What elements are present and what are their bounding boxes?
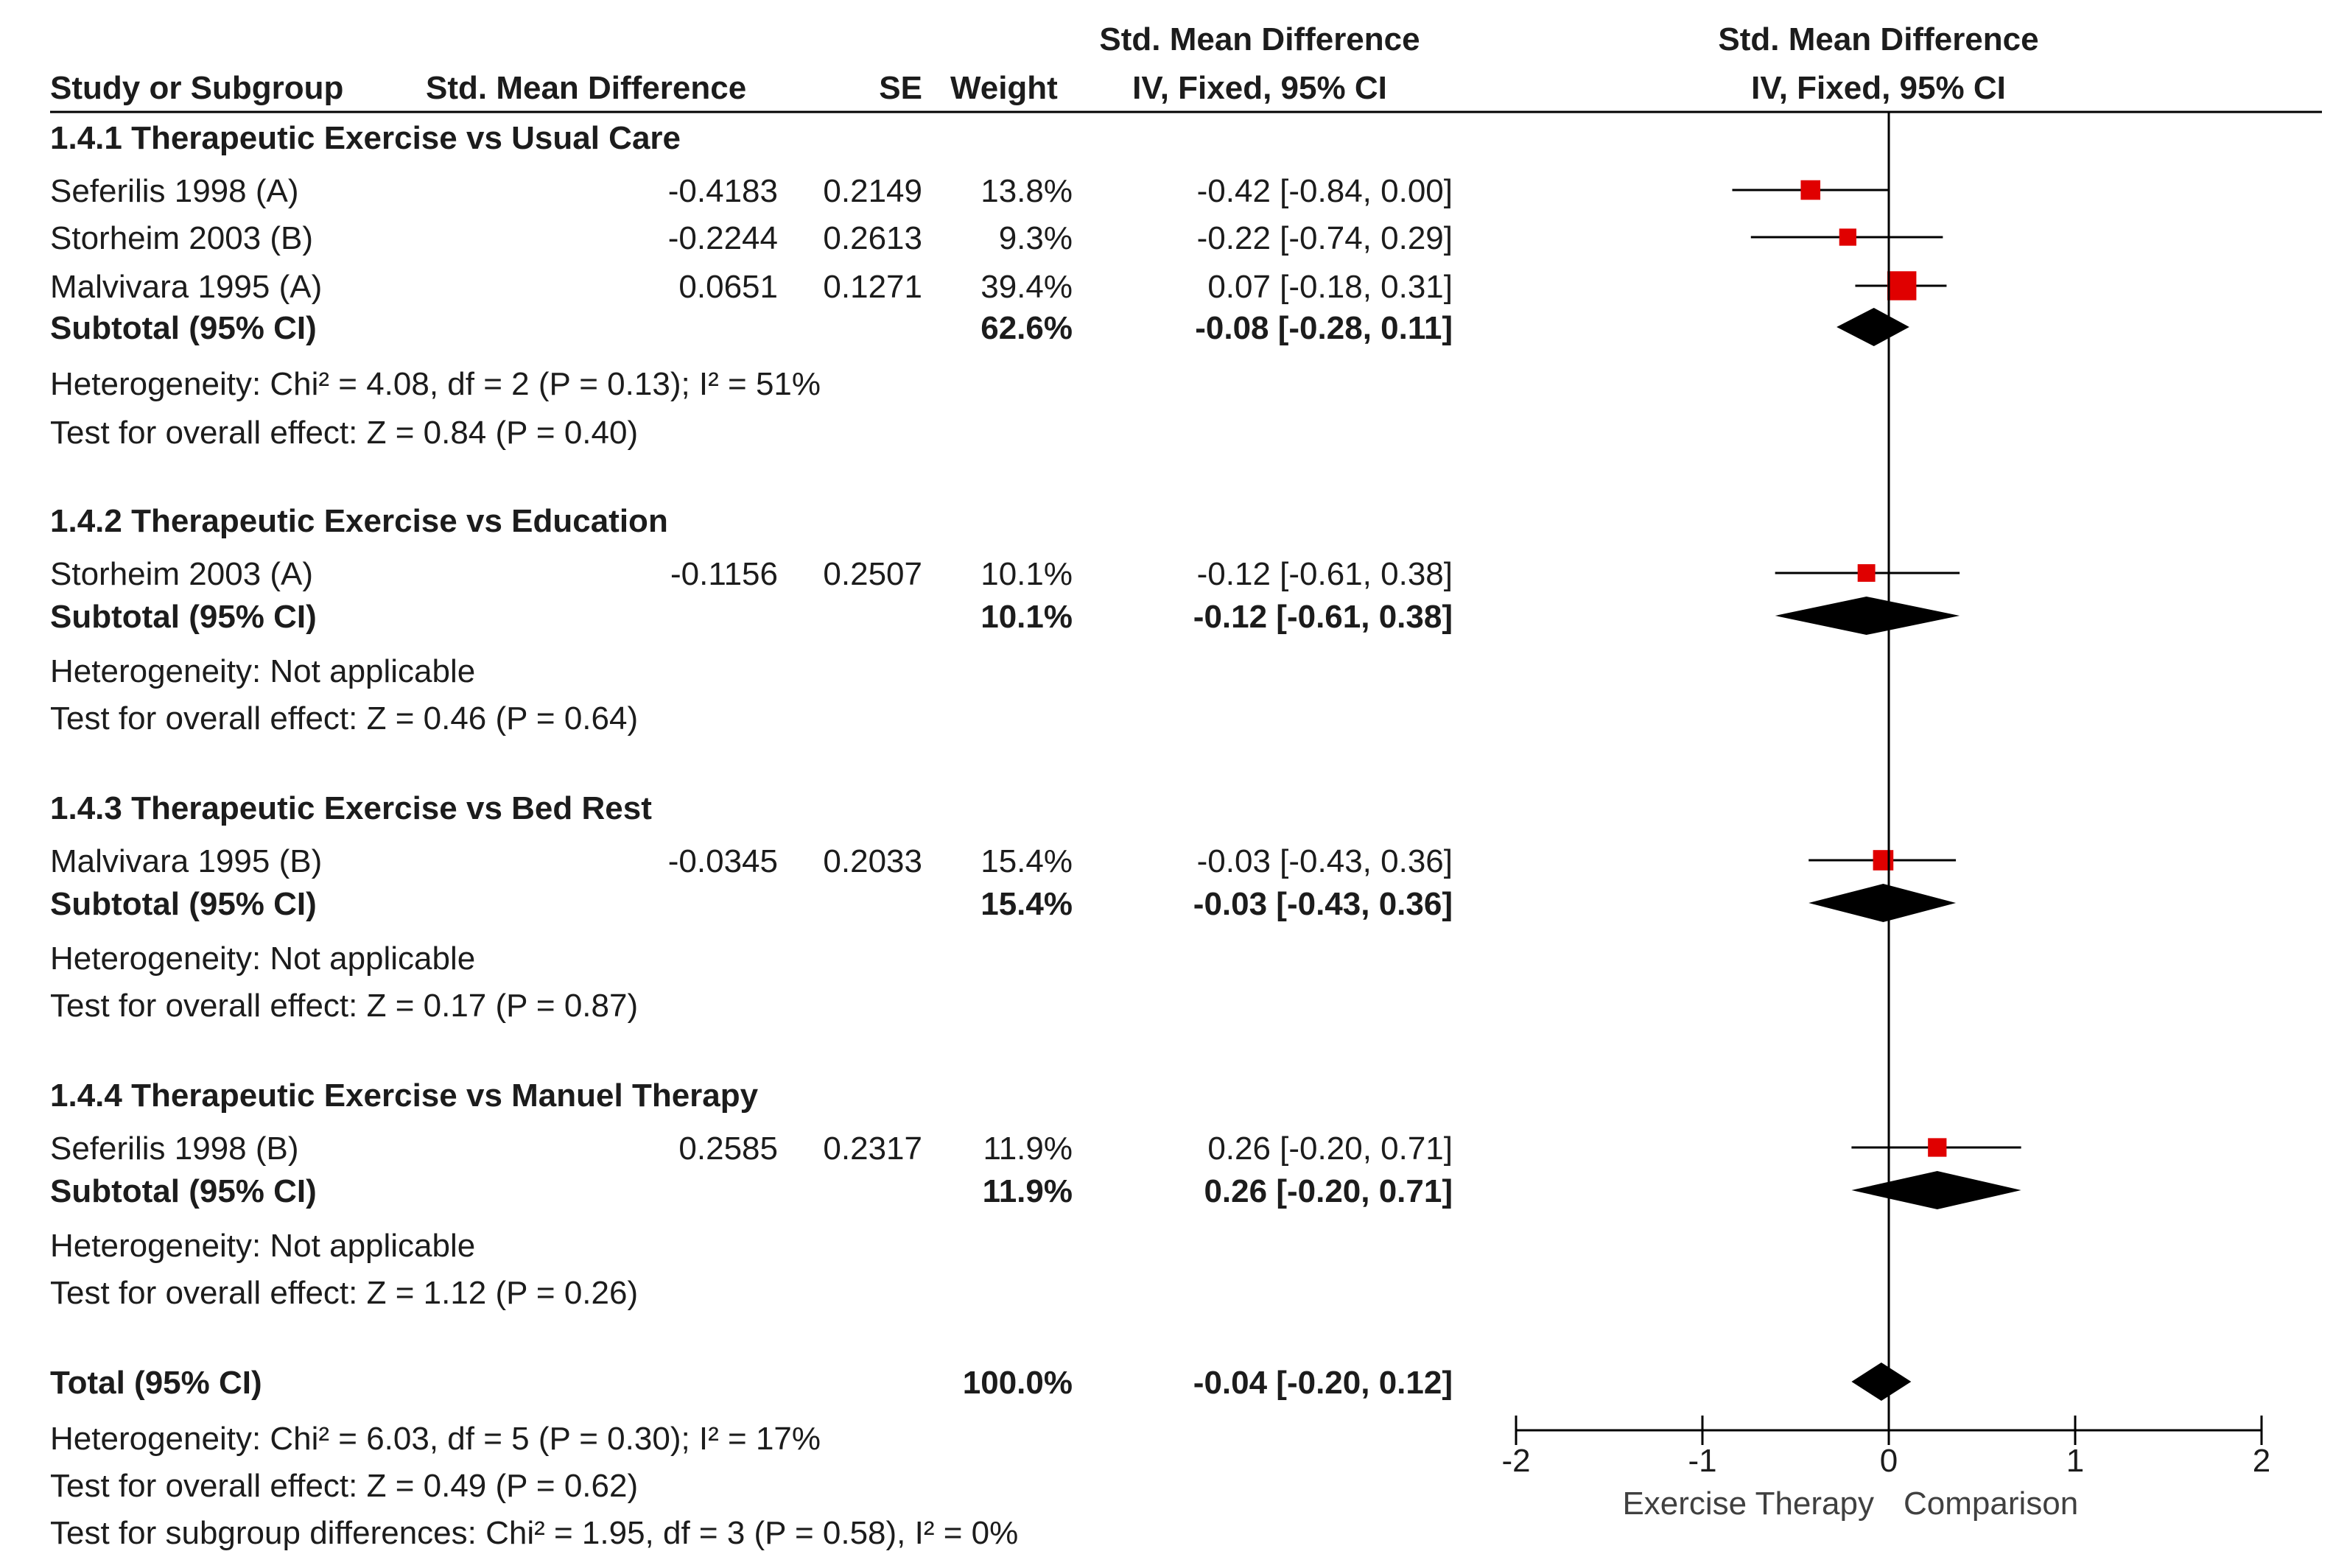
- study-ci: -0.22 [-0.74, 0.29]: [1196, 220, 1453, 256]
- total-note: Heterogeneity: Chi² = 6.03, df = 5 (P = …: [50, 1421, 821, 1457]
- study-smd: 0.0651: [678, 269, 778, 305]
- plot-header-top: Std. Mean Difference: [1718, 21, 2039, 57]
- study-se: 0.1271: [823, 269, 922, 305]
- subgroup-title: 1.4.3 Therapeutic Exercise vs Bed Rest: [50, 790, 652, 826]
- overall-effect-note: Test for overall effect: Z = 0.46 (P = 0…: [50, 700, 639, 736]
- study-column-header: Study or Subgroup: [50, 70, 344, 106]
- study-ci: -0.03 [-0.43, 0.36]: [1196, 843, 1453, 879]
- study-ci: 0.26 [-0.20, 0.71]: [1207, 1131, 1453, 1167]
- study-se: 0.2507: [823, 556, 922, 592]
- study-marker: [1857, 564, 1876, 582]
- study-weight: 10.1%: [980, 556, 1073, 592]
- study-ci: 0.07 [-0.18, 0.31]: [1207, 269, 1453, 305]
- subgroup-title: 1.4.4 Therapeutic Exercise vs Manuel The…: [50, 1077, 759, 1114]
- heterogeneity-note: Heterogeneity: Not applicable: [50, 653, 476, 689]
- study-se: 0.2033: [823, 843, 922, 879]
- study-name: Storheim 2003 (B): [50, 220, 314, 256]
- study-name: Storheim 2003 (A): [50, 556, 314, 592]
- subtotal-label: Subtotal (95% CI): [50, 886, 317, 922]
- study-smd: -0.0345: [667, 843, 778, 879]
- subtotal-diamond: [1851, 1171, 2021, 1209]
- subtotal-label: Subtotal (95% CI): [50, 310, 317, 346]
- subtotal-diamond: [1808, 884, 1957, 922]
- subtotal-weight: 11.9%: [982, 1173, 1073, 1209]
- subtotal-label: Subtotal (95% CI): [50, 599, 317, 635]
- x-label-right: Comparison: [1904, 1486, 2079, 1522]
- subtotal-weight: 10.1%: [980, 599, 1073, 635]
- subtotal-weight: 62.6%: [980, 310, 1073, 346]
- x-tick-label: -2: [1501, 1443, 1531, 1479]
- subgroup-title: 1.4.1 Therapeutic Exercise vs Usual Care: [50, 120, 681, 156]
- study-marker: [1800, 180, 1821, 200]
- study-weight: 39.4%: [980, 269, 1073, 305]
- plot-header-bottom: IV, Fixed, 95% CI: [1751, 70, 2006, 106]
- weight-column-header: Weight: [950, 70, 1058, 106]
- subtotal-ci: -0.08 [-0.28, 0.11]: [1195, 310, 1453, 346]
- x-tick-label: 0: [1879, 1443, 1898, 1479]
- subtotal-weight: 15.4%: [980, 886, 1073, 922]
- study-smd: 0.2585: [678, 1131, 778, 1167]
- ci-column-header-bottom: IV, Fixed, 95% CI: [1132, 70, 1387, 106]
- study-ci: -0.42 [-0.84, 0.00]: [1196, 173, 1453, 209]
- subtotal-ci: 0.26 [-0.20, 0.71]: [1204, 1173, 1453, 1209]
- study-weight: 11.9%: [983, 1131, 1073, 1167]
- x-tick-label: 2: [2252, 1443, 2271, 1479]
- overall-effect-note: Test for overall effect: Z = 1.12 (P = 0…: [50, 1275, 639, 1311]
- study-ci: -0.12 [-0.61, 0.38]: [1196, 556, 1453, 592]
- study-se: 0.2317: [823, 1131, 922, 1167]
- heterogeneity-note: Heterogeneity: Not applicable: [50, 941, 476, 977]
- subtotal-diamond: [1775, 597, 1960, 635]
- study-marker: [1928, 1138, 1947, 1157]
- subtotal-diamond: [1836, 308, 1909, 346]
- smd-column-header: Std. Mean Difference: [426, 70, 747, 106]
- total-weight: 100.0%: [962, 1365, 1073, 1401]
- heterogeneity-note: Heterogeneity: Not applicable: [50, 1228, 476, 1264]
- total-note: Test for subgroup differences: Chi² = 1.…: [50, 1515, 1019, 1551]
- x-tick-label: 1: [2066, 1443, 2085, 1479]
- x-label-left: Exercise Therapy: [1622, 1486, 1874, 1522]
- se-column-header: SE: [879, 70, 922, 106]
- total-ci: -0.04 [-0.20, 0.12]: [1193, 1365, 1453, 1401]
- study-se: 0.2613: [823, 220, 922, 256]
- study-weight: 15.4%: [980, 843, 1073, 879]
- overall-effect-note: Test for overall effect: Z = 0.84 (P = 0…: [50, 415, 639, 451]
- overall-effect-note: Test for overall effect: Z = 0.17 (P = 0…: [50, 988, 639, 1024]
- total-diamond: [1851, 1363, 1912, 1401]
- study-name: Seferilis 1998 (B): [50, 1131, 299, 1167]
- total-label: Total (95% CI): [50, 1365, 262, 1401]
- study-marker: [1839, 228, 1856, 246]
- subtotal-label: Subtotal (95% CI): [50, 1173, 317, 1209]
- study-name: Malvivara 1995 (A): [50, 269, 323, 305]
- study-marker: [1873, 850, 1894, 871]
- study-smd: -0.4183: [667, 173, 778, 209]
- x-tick-label: -1: [1688, 1443, 1717, 1479]
- study-smd: -0.2244: [667, 220, 778, 256]
- study-name: Malvivara 1995 (B): [50, 843, 323, 879]
- subgroup-title: 1.4.2 Therapeutic Exercise vs Education: [50, 503, 668, 539]
- subtotal-ci: -0.03 [-0.43, 0.36]: [1193, 886, 1453, 922]
- study-weight: 13.8%: [980, 173, 1073, 209]
- ci-column-header-top: Std. Mean Difference: [1099, 21, 1420, 57]
- total-note: Test for overall effect: Z = 0.49 (P = 0…: [50, 1468, 639, 1504]
- study-smd: -0.1156: [670, 556, 778, 592]
- heterogeneity-note: Heterogeneity: Chi² = 4.08, df = 2 (P = …: [50, 366, 821, 402]
- study-se: 0.2149: [823, 173, 922, 209]
- subtotal-ci: -0.12 [-0.61, 0.38]: [1193, 599, 1453, 635]
- study-name: Seferilis 1998 (A): [50, 173, 299, 209]
- study-weight: 9.3%: [998, 220, 1073, 256]
- study-marker: [1887, 271, 1917, 300]
